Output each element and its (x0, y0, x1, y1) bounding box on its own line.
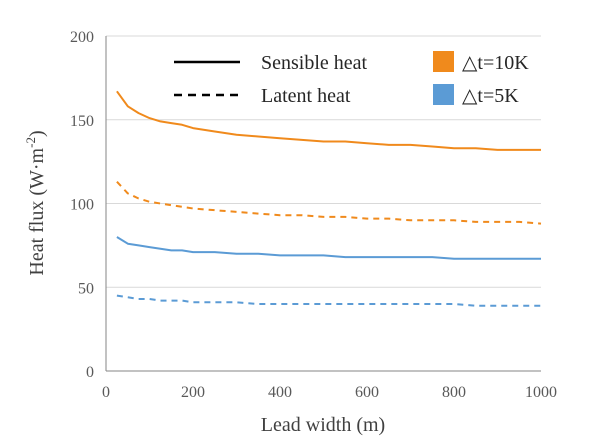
legend: Sensible heat Latent heat △t=10K △t=5K (174, 51, 529, 107)
legend-label-delta-t-10k: △t=10K (462, 52, 529, 74)
x-tick-label: 400 (268, 384, 292, 401)
y-tick-label: 50 (78, 280, 94, 297)
y-axis-title: Heat flux (W·m-2) (23, 130, 48, 275)
y-axis-title-close: ) (26, 130, 48, 137)
x-tick-label: 800 (442, 384, 466, 401)
x-tick-label: 1000 (525, 384, 557, 401)
series-line-latent-5k (116, 294, 541, 307)
x-tick-label: 600 (355, 384, 379, 401)
gridlines (106, 35, 541, 288)
series-lines (116, 90, 542, 307)
y-axis-title-superscript: -2 (23, 137, 38, 148)
legend-swatch-delta-t-5k (433, 84, 454, 105)
legend-label-latent-heat: Latent heat (261, 85, 351, 107)
legend-label-sensible-heat: Sensible heat (261, 52, 368, 74)
series-line-sensible-5k (116, 236, 541, 260)
y-tick-label: 150 (70, 113, 94, 130)
legend-label-delta-t-5k: △t=5K (462, 85, 519, 107)
x-axis-title: Lead width (m) (261, 414, 385, 436)
y-tick-labels: 0 50 100 150 200 (70, 29, 94, 381)
y-tick-label: 0 (86, 364, 94, 381)
x-tick-labels: 0 200 400 600 800 1000 (102, 384, 557, 401)
y-tick-label: 200 (70, 29, 94, 46)
x-tick-label: 0 (102, 384, 110, 401)
series-line-sensible-10k (116, 90, 541, 151)
y-tick-label: 100 (70, 197, 94, 214)
y-axis-title-main: Heat flux (W·m (26, 147, 48, 275)
series-line-latent-10k (116, 181, 542, 225)
axes (105, 36, 541, 372)
x-tick-label: 200 (181, 384, 205, 401)
legend-swatch-delta-t-10k (433, 51, 454, 72)
